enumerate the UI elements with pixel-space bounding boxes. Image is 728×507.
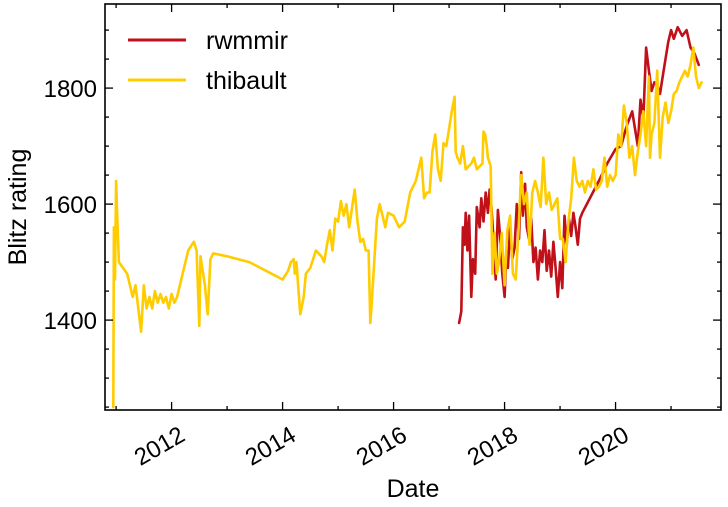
legend: rwmmir thibault (128, 27, 288, 95)
plot-frame (104, 3, 722, 411)
x-tick-label-2012: 2012 (130, 421, 190, 471)
y-tick-label-1600: 1600 (44, 192, 97, 219)
series-layer (112, 25, 703, 409)
legend-label-thibault: thibault (206, 67, 287, 95)
x-tick-label-2020: 2020 (574, 421, 634, 471)
legend-label-rwmmir: rwmmir (206, 27, 288, 55)
x-axis-title: Date (387, 475, 440, 503)
x-tick-label-2014: 2014 (241, 421, 301, 471)
x-tick-label-2018: 2018 (463, 421, 523, 471)
x-tick-label-2016: 2016 (352, 421, 412, 471)
ticks-layer: 2012 2014 2016 2018 2020 1400 1600 1800 (44, 4, 721, 471)
series-line-thibault (112, 46, 703, 409)
y-tick-label-1800: 1800 (44, 76, 97, 103)
y-tick-label-1400: 1400 (44, 308, 97, 335)
y-axis-title: Blitz rating (4, 149, 32, 266)
series-line-rwmmir (457, 25, 701, 325)
